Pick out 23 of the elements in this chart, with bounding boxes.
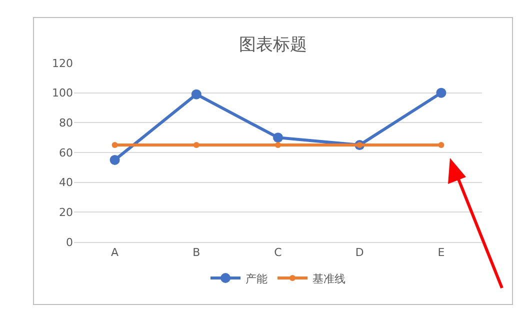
point [436,88,446,98]
x-tick-label: D [355,246,364,260]
y-tick-label: 40 [59,176,73,190]
point [275,142,281,148]
y-tick-label: 120 [52,56,73,70]
x-tick-label: C [274,246,282,260]
point [438,142,444,148]
y-tick-label: 20 [59,206,73,220]
y-tick-label: 60 [59,146,73,160]
legend-label: 产能 [246,272,268,286]
y-tick-label: 80 [59,116,73,130]
point [112,142,118,148]
point [191,89,202,100]
point [193,142,200,148]
y-tick-label: 0 [66,236,73,249]
point [273,132,283,143]
chart-title: 图表标题 [239,34,307,55]
point [110,154,120,165]
y-tick-label: 100 [52,86,73,100]
legend-label: 基准线 [312,272,346,286]
x-tick-label: E [438,246,445,260]
x-tick-label: A [111,246,120,260]
x-tick-label: B [192,246,200,260]
